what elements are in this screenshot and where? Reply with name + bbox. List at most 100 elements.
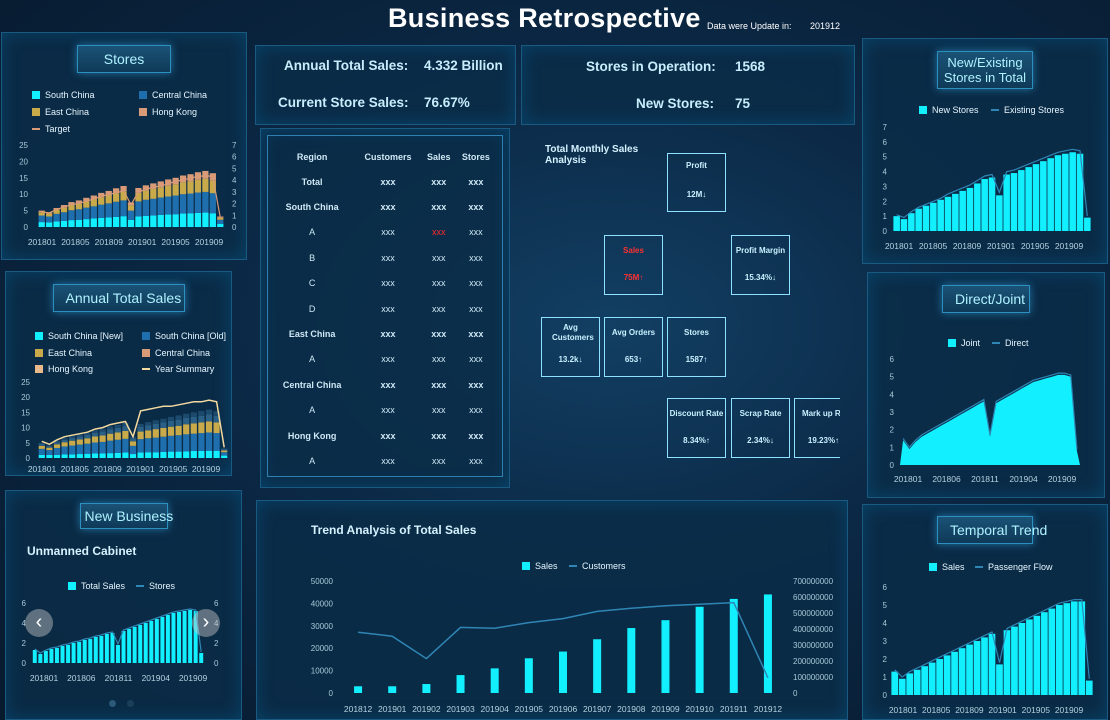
- stacked-bar-segment: [46, 445, 53, 447]
- table-cell: xxx: [381, 455, 395, 466]
- carousel-dot[interactable]: [127, 700, 134, 707]
- new-stores-bar: [1054, 155, 1062, 231]
- stacked-bar-segment: [179, 213, 187, 227]
- y-tick-label: 10000: [311, 667, 334, 676]
- stacked-bar-segment: [194, 179, 202, 193]
- sales-bar: [1033, 615, 1041, 695]
- stacked-bar-segment: [53, 213, 60, 222]
- new-stores-bar: [1062, 153, 1069, 231]
- table-cell: xxx: [469, 455, 483, 466]
- x-tick-label: 201901: [987, 241, 1016, 251]
- y-tick-label: 0: [883, 227, 888, 236]
- new-stores-bar: [974, 183, 981, 231]
- y-tick-label: 100000000: [793, 673, 834, 682]
- y-tick-label: 20: [21, 393, 30, 402]
- stacked-bar-segment: [142, 185, 149, 191]
- x-tick-label: 201805: [61, 464, 90, 474]
- stacked-bar-segment: [38, 442, 45, 445]
- stacked-bar-segment: [99, 435, 106, 442]
- stacked-bar-segment: [127, 219, 135, 227]
- table-cell: xxx: [431, 379, 447, 390]
- y-tick-label: 20: [19, 157, 28, 166]
- table-header-stores: Stores: [461, 151, 490, 162]
- new-stores-label: New Stores:: [636, 96, 715, 111]
- table-cell: xxx: [432, 252, 446, 263]
- table-cell: xxx: [469, 405, 483, 416]
- stacked-bar-segment: [183, 424, 190, 435]
- legend-label: Year Summary: [155, 364, 215, 374]
- new-stores-bar: [944, 196, 952, 231]
- stacked-bar-segment: [167, 416, 175, 421]
- y-tick-label: 5: [24, 207, 29, 216]
- table-header-region: Region: [296, 151, 328, 162]
- stacked-bar-segment: [114, 452, 121, 458]
- stacked-bar-segment: [120, 186, 127, 192]
- sales-bar: [973, 641, 981, 695]
- legend-swatch: [32, 91, 40, 99]
- stacked-bar-segment: [105, 217, 112, 227]
- temporal-chart: Sales Passenger Flow 0 1 2 3 4 5 6 201801 201805 20…: [883, 562, 1093, 715]
- stacked-bar-segment: [38, 448, 45, 455]
- stacked-bar-segment: [167, 451, 175, 458]
- stacked-bar-segment: [172, 195, 179, 215]
- annual-sales-value: 4.332 Billion: [424, 58, 503, 73]
- trend-panel: Trend Analysis of Total Sales Sales Custo…: [256, 500, 848, 720]
- stacked-bar-segment: [69, 454, 76, 458]
- x-tick-label: 201812: [344, 704, 373, 714]
- carousel-next-button[interactable]: ›: [192, 609, 220, 637]
- sales-bar: [66, 645, 71, 663]
- x-tick-label: 201805: [919, 241, 948, 251]
- region-table-frame: [267, 135, 503, 477]
- y-tick-label: 0: [24, 223, 29, 232]
- stacked-bar-segment: [75, 200, 83, 204]
- table-cell: xxx: [380, 430, 396, 441]
- stacked-bar-segment: [205, 414, 213, 422]
- carousel-prev-button[interactable]: ‹: [25, 609, 53, 637]
- legend-swatch: [522, 562, 530, 570]
- profit-margin-box: Profit Margin 15.34%↓: [731, 235, 790, 295]
- stacked-bar-segment: [84, 432, 91, 435]
- table-cell: xxx: [431, 202, 447, 213]
- sales-bar: [82, 640, 87, 663]
- table-cell: xxx: [432, 303, 446, 314]
- new-stores-value: 75: [735, 96, 751, 111]
- y-tick-label: 50000: [311, 577, 334, 586]
- stacked-bar-segment: [150, 188, 157, 199]
- y-tick-label: 6: [214, 599, 219, 608]
- stacked-bar-segment: [137, 439, 144, 453]
- table-cell: xxx: [431, 176, 447, 187]
- carousel-dot-active[interactable]: [109, 700, 116, 707]
- new-stores-bar: [981, 179, 988, 231]
- table-row: South China xxx xxx xxx: [270, 194, 496, 219]
- markup-rate-name: Mark up Ra: [801, 409, 840, 418]
- y-tick-label: 25: [19, 141, 28, 150]
- x-tick-label: 201801: [28, 237, 57, 247]
- sales-bar: [154, 619, 159, 663]
- y-tick-label: 0: [329, 689, 334, 698]
- sales-bar: [981, 637, 988, 695]
- stacked-bar-segment: [38, 454, 45, 458]
- legend-label: East China: [45, 107, 89, 117]
- stacked-bar-segment: [76, 436, 83, 440]
- table-cell: xxx: [380, 329, 396, 340]
- sales-bar: [661, 620, 670, 693]
- stacked-bar-segment: [91, 442, 99, 454]
- new-stores-bar: [966, 187, 974, 231]
- stacked-bar-segment: [165, 196, 172, 215]
- stacked-bar-segment: [194, 172, 202, 180]
- region-table: Region Customers Sales Stores Total xxx xxx xxx…: [270, 144, 496, 474]
- new-stores-bar: [900, 219, 908, 231]
- sales-bar: [898, 678, 906, 695]
- stacked-bar-segment: [213, 422, 220, 434]
- sales-bar: [149, 621, 154, 663]
- y-tick-label: 500000000: [793, 609, 834, 618]
- new-stores-bar: [1076, 153, 1084, 231]
- stacked-bar-segment: [157, 214, 164, 227]
- stacked-bar-segment: [69, 436, 76, 438]
- y-tick-label: 30000: [311, 622, 334, 631]
- table-cell: xxx: [431, 329, 447, 340]
- sales-bar: [988, 633, 996, 695]
- table-row: Total xxx xxx xxx: [270, 169, 496, 194]
